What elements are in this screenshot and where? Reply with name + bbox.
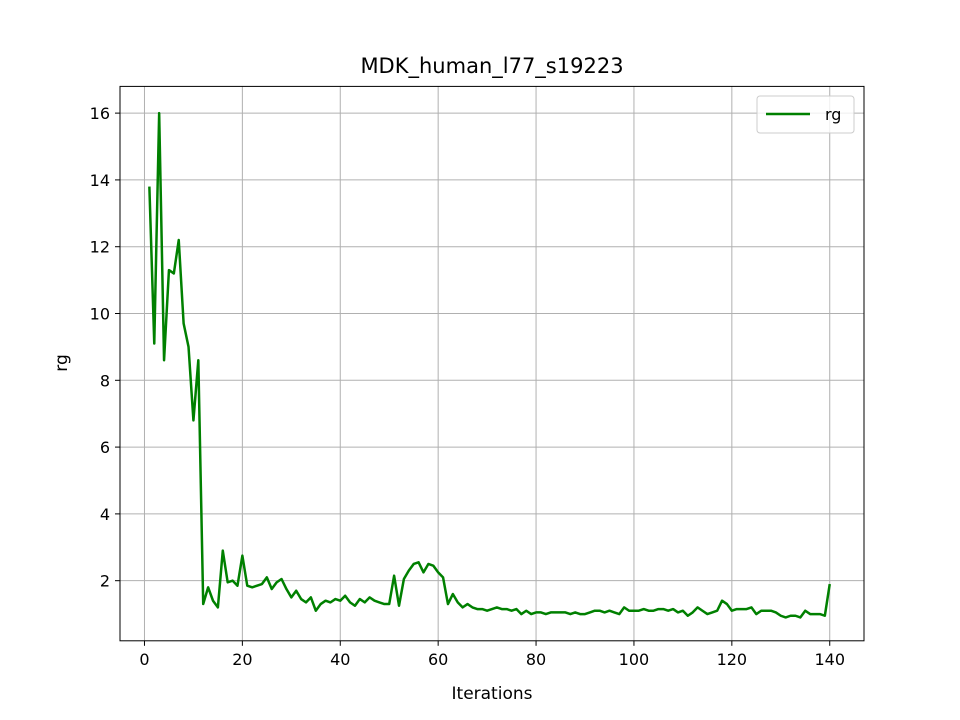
y-tick-label: 2 — [100, 572, 110, 591]
x-tick-label: 100 — [619, 650, 650, 669]
series-line-rg — [148, 111, 831, 619]
y-axis-ticks: 2 4 6 8 10 12 14 16 — [90, 104, 120, 591]
y-tick-label: 14 — [90, 171, 110, 190]
legend-label-rg: rg — [825, 105, 841, 124]
grid-lines — [120, 86, 864, 641]
series-lines — [148, 111, 831, 619]
x-tick-label: 120 — [717, 650, 748, 669]
x-tick-label: 0 — [139, 650, 149, 669]
y-tick-label: 10 — [90, 305, 110, 324]
x-tick-label: 20 — [232, 650, 252, 669]
x-tick-label: 80 — [526, 650, 546, 669]
plot-frame — [119, 85, 865, 642]
y-tick-label: 8 — [100, 371, 110, 390]
y-tick-label: 4 — [100, 505, 110, 524]
y-tick-label: 6 — [100, 438, 110, 457]
y-tick-label: 12 — [90, 238, 110, 257]
x-tick-label: 40 — [330, 650, 350, 669]
x-tick-label: 140 — [814, 650, 845, 669]
y-axis-label: rg — [52, 354, 72, 371]
legend: rg — [756, 95, 855, 134]
x-axis-ticks: 0 20 40 60 80 100 120 140 — [139, 640, 845, 669]
x-tick-label: 60 — [428, 650, 448, 669]
x-axis-label: Iterations — [452, 684, 533, 704]
y-tick-label: 16 — [90, 104, 110, 123]
chart-title: MDK_human_l77_s19223 — [360, 54, 623, 79]
